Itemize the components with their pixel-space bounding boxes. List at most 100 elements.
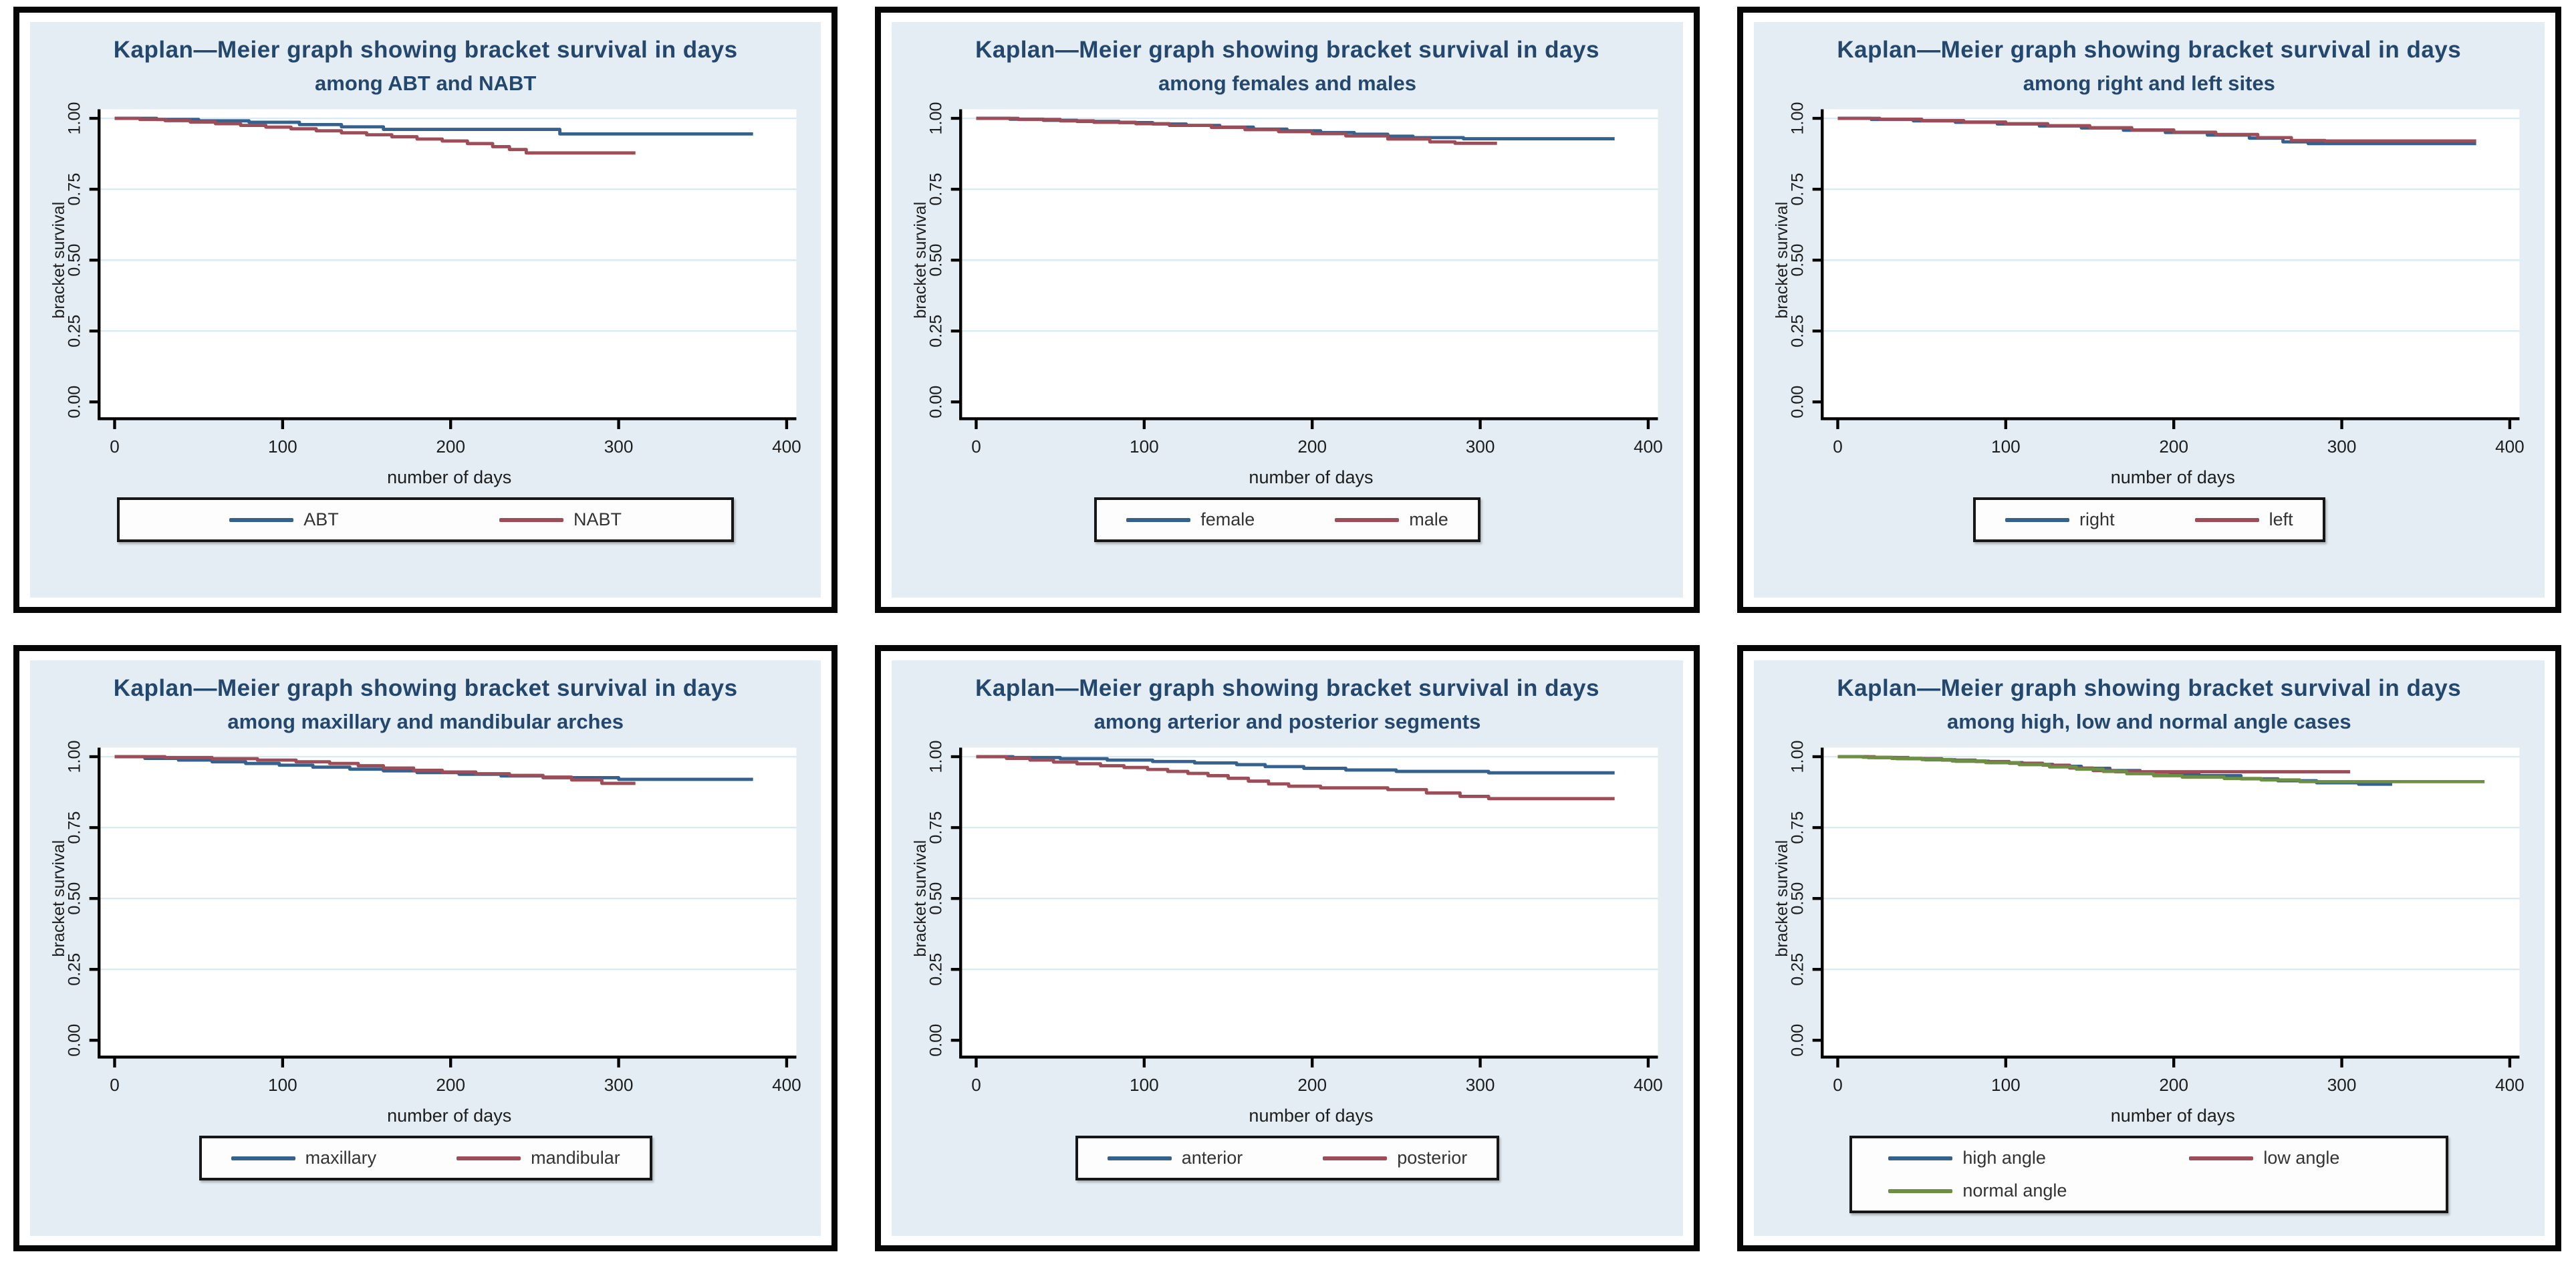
legend-label: left (2269, 509, 2293, 529)
legend-entry: posterior (1323, 1148, 1467, 1168)
x-tick-label: 200 (1297, 436, 1327, 457)
y-axis-title: bracket survival (1773, 202, 1792, 319)
x-axis-title: number of days (2110, 1106, 2235, 1126)
x-tick-label: 0 (1833, 1075, 1843, 1095)
x-axis-title: number of days (387, 1106, 512, 1126)
x-tick-label: 400 (772, 436, 801, 457)
x-axis-title: number of days (1249, 467, 1374, 487)
legend-swatch-blue (1126, 517, 1191, 522)
y-tick-label: 0.50 (927, 882, 946, 915)
legend-label: low angle (2263, 1148, 2340, 1168)
legend-box: high angle low angle normal angle (1849, 1136, 2449, 1213)
y-tick-label: 0.00 (1789, 1024, 1807, 1057)
x-tick-label: 300 (2327, 1075, 2357, 1095)
y-tick-label: 1.00 (927, 741, 946, 773)
x-tick-label: 100 (1991, 436, 2021, 457)
y-tick-label: 0.25 (1789, 953, 1807, 986)
chart-title: Kaplan—Meier graph showing bracket survi… (113, 37, 738, 63)
chart-title: Kaplan—Meier graph showing bracket survi… (975, 37, 1599, 63)
chart-subtitle: among maxillary and mandibular arches (227, 710, 624, 733)
legend-entry: ABT (229, 509, 339, 530)
x-tick-label: 300 (2327, 436, 2357, 457)
y-tick-label: 0.50 (1789, 882, 1807, 915)
legend-swatch-blue (2005, 517, 2070, 522)
legend-swatch-red (457, 1156, 521, 1160)
x-tick-label: 0 (971, 1075, 981, 1095)
legend-label: posterior (1397, 1148, 1468, 1168)
plot-area (960, 747, 1658, 1057)
legend-box: maxillary mandibular (199, 1136, 652, 1180)
x-tick-label: 200 (1297, 1075, 1327, 1095)
y-axis-title: bracket survival (1773, 840, 1792, 957)
x-tick-label: 200 (436, 436, 465, 457)
x-axis-title: number of days (1249, 1106, 1374, 1126)
graph-region: Kaplan—Meier graph showing bracket survi… (1753, 22, 2545, 598)
graph-region: Kaplan—Meier graph showing bracket survi… (892, 660, 1683, 1236)
series-mandibular (114, 755, 636, 785)
legend-swatch-red (2189, 1156, 2254, 1160)
chart-subtitle: among right and left sites (2023, 72, 2275, 95)
y-tick-label: 0.00 (927, 1024, 946, 1057)
x-tick-label: 100 (268, 436, 297, 457)
legend-box: right left (1973, 497, 2325, 542)
legend-label: anterior (1181, 1148, 1243, 1168)
x-tick-label: 400 (2496, 1075, 2525, 1095)
series-NABT (114, 116, 636, 155)
legend-entry: low angle (2189, 1148, 2410, 1168)
y-tick-label: 0.75 (1789, 173, 1807, 206)
graph-region: Kaplan—Meier graph showing bracket survi… (30, 660, 821, 1236)
series-anterior (976, 755, 1615, 775)
legend-label: male (1409, 509, 1448, 529)
y-tick-label: 1.00 (1789, 102, 1807, 135)
legend-entry: normal angle (1888, 1180, 2109, 1201)
km-plot: 0.00 0.25 0.50 0.75 1.00 bracket survival 0 100… (1773, 102, 2525, 457)
x-tick-label: 400 (2496, 436, 2525, 457)
graph-region: Kaplan—Meier graph showing bracket survi… (1753, 660, 2545, 1236)
plot-area (98, 747, 797, 1057)
x-tick-label: 0 (1833, 436, 1843, 457)
legend-swatch-red (499, 517, 564, 522)
km-plot: 0.00 0.25 0.50 0.75 1.00 bracket survival 0 100… (49, 741, 801, 1095)
legend-entry: NABT (499, 509, 622, 530)
y-axis-title: bracket survival (49, 840, 68, 957)
x-tick-label: 400 (1634, 1075, 1663, 1095)
x-tick-label: 100 (268, 1075, 297, 1095)
x-tick-label: 100 (1991, 1075, 2021, 1095)
legend-label: high angle (1962, 1148, 2046, 1168)
km-panel-abt-nabt: Kaplan—Meier graph showing bracket survi… (13, 7, 838, 613)
x-tick-label: 200 (2160, 436, 2189, 457)
legend-label: mandibular (531, 1148, 620, 1168)
legend-box: ABT NABT (117, 497, 735, 542)
legend-label: ABT (303, 509, 339, 529)
km-plot: 0.00 0.25 0.50 0.75 1.00 bracket survival 0 100… (911, 102, 1663, 457)
legend-swatch-red (1323, 1156, 1388, 1160)
legend-entry: left (2194, 509, 2293, 530)
km-panel-angle-cases: Kaplan—Meier graph showing bracket survi… (1736, 645, 2561, 1251)
x-tick-label: 100 (1130, 1075, 1159, 1095)
x-tick-label: 400 (772, 1075, 801, 1095)
graph-region: Kaplan—Meier graph showing bracket survi… (30, 22, 821, 598)
y-tick-label: 1.00 (65, 741, 84, 773)
legend-entry: right (2005, 509, 2115, 530)
y-tick-label: 0.50 (927, 244, 946, 277)
y-tick-label: 0.75 (1789, 811, 1807, 844)
legend-swatch-blue (1107, 1156, 1172, 1160)
y-tick-label: 0.75 (927, 811, 946, 844)
x-tick-label: 0 (110, 1075, 120, 1095)
chart-subtitle: among arterior and posterior segments (1093, 710, 1481, 733)
plot-area (1822, 109, 2520, 419)
y-tick-label: 0.75 (65, 173, 84, 206)
x-tick-label: 200 (2160, 1075, 2189, 1095)
legend-label: right (2079, 509, 2115, 529)
legend-swatch-blue (1888, 1156, 1953, 1160)
y-tick-label: 0.50 (65, 244, 84, 277)
x-axis-title: number of days (387, 467, 512, 487)
legend-entry: male (1335, 509, 1448, 530)
y-tick-label: 0.25 (927, 315, 946, 348)
y-tick-label: 1.00 (65, 102, 84, 135)
legend-label: NABT (573, 509, 622, 529)
legend-swatch-red (1335, 517, 1400, 522)
x-tick-label: 0 (971, 436, 981, 457)
x-tick-label: 200 (436, 1075, 465, 1095)
legend-entry: high angle (1888, 1148, 2109, 1168)
